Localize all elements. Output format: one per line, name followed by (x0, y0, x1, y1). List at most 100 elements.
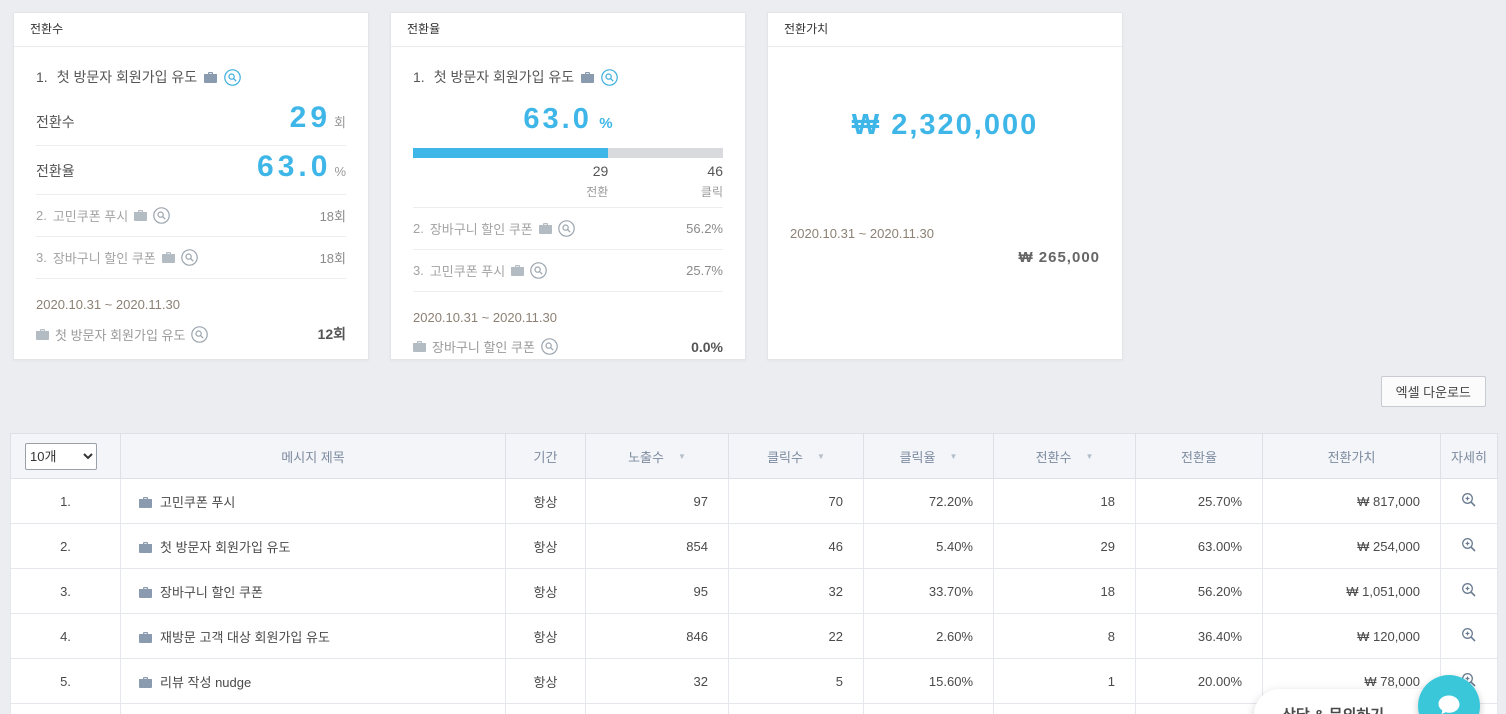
goal-label: 첫 방문자 회원가입 유도 (55, 327, 186, 343)
detail-cell (1440, 523, 1498, 569)
row-number: 4. (10, 613, 121, 659)
goal-label: 장바구니 할인 쿠폰 (429, 222, 533, 237)
clicks-cell: 32 (728, 568, 864, 614)
value-cell: ₩ 120,000 (1262, 613, 1441, 659)
cvr-cell: 20.00% (1135, 658, 1263, 704)
row-number: 2. (10, 523, 121, 569)
goal-label: 첫 방문자 회원가입 유도 (433, 69, 575, 85)
sort-down-icon[interactable]: ▼ (1085, 451, 1094, 461)
column-header-ctr[interactable]: 클릭율 ▼ (863, 433, 994, 479)
goal-value: 18회 (319, 209, 346, 224)
period-cell: 항상 (505, 658, 586, 704)
ctr-cell: 2.60% (863, 613, 994, 659)
magnifier-plus-icon (1462, 627, 1476, 642)
top-goal-row: 1. 첫 방문자 회원가입 유도 (36, 57, 346, 97)
detail-cell (1440, 478, 1498, 524)
column-header-clicks[interactable]: 클릭수 ▼ (728, 433, 864, 479)
magnifier-circle-icon[interactable] (541, 338, 558, 355)
conversions-cell: 8 (993, 613, 1136, 659)
date-range: 2020.10.31 ~ 2020.11.30 (413, 310, 557, 325)
table-row: 5. 리뷰 작성 nudge 항상 32 5 15.60% 1 20.00% ₩… (10, 658, 1498, 704)
page-size-cell: 10개 (10, 433, 121, 479)
goal-rank: 3. (413, 263, 424, 278)
conversions-cell: 1 (993, 658, 1136, 704)
message-title-cell: 고민쿠폰 푸시 (120, 478, 506, 524)
campaign-icon (204, 71, 218, 83)
message-title: 재방문 고객 대상 회원가입 유도 (160, 629, 330, 645)
column-header-value[interactable]: 전환가치 (1262, 433, 1441, 479)
conversions-cell: 29 (993, 523, 1136, 569)
period-cell: 항상 (505, 523, 586, 569)
value-cell: ₩ 817,000 (1262, 478, 1441, 524)
sort-down-icon[interactable]: ▼ (677, 451, 686, 461)
page-size-select[interactable]: 10개 (25, 442, 97, 470)
bar-click-stat: 46 클릭 (700, 163, 723, 199)
excel-download-button[interactable]: 엑셀 다운로드 (1380, 376, 1486, 407)
message-title-cell: 재방문 고객 대상 회원가입 유도 (120, 613, 506, 659)
magnifier-circle-icon[interactable] (557, 220, 575, 237)
rate-card-title: 전환율 (391, 13, 745, 47)
column-header-message-title[interactable]: 메시지 제목 (120, 433, 506, 479)
detail-cell (1440, 613, 1498, 659)
magnifier-circle-icon[interactable] (180, 249, 198, 266)
goal-value: 18회 (319, 251, 346, 266)
date-range: 2020.10.31 ~ 2020.11.30 (790, 226, 934, 241)
magnifier-circle-icon[interactable] (224, 68, 241, 86)
rate-metric-row: 전환율 63.0% (36, 146, 346, 195)
column-header-period[interactable]: 기간 (505, 433, 586, 479)
cvr-cell: 36.40% (1135, 613, 1263, 659)
impressions-cell: 95 (585, 568, 729, 614)
magnifier-circle-icon[interactable] (191, 325, 209, 343)
period-goal-row: 장바구니 할인 쿠폰 0.0% (413, 337, 723, 356)
period-cell: 항상 (505, 478, 586, 524)
value-cell: ₩ 254,000 (1262, 523, 1441, 569)
rate-big-value: 63.0 % (523, 103, 613, 135)
goal-rank: 3. (36, 250, 47, 265)
goal-value: 56.2% (686, 221, 723, 236)
detail-zoom-button[interactable] (1457, 488, 1481, 515)
chat-widget[interactable]: 상담 & 문의하기 (1254, 675, 1480, 714)
clicks-cell: 46 (728, 523, 864, 569)
detail-zoom-button[interactable] (1457, 623, 1481, 650)
table-row: 2. 첫 방문자 회원가입 유도 항상 854 46 5.40% 29 63.0… (10, 523, 1498, 569)
sort-down-icon[interactable]: ▼ (816, 451, 825, 461)
bar-conv-stat: 29 전환 (586, 163, 609, 199)
magnifier-circle-icon[interactable] (530, 262, 548, 279)
goal-rank-row: 2. 고민쿠폰 푸시 18회 (36, 195, 346, 237)
conversions-cell: 18 (993, 568, 1136, 614)
conversions-metric-row: 전환수 29 회 (36, 97, 346, 146)
message-stats-table: 10개 메시지 제목 기간 노출수 ▼ 클릭수 ▼ 클릭율 ▼ 전환수 ▼ 전환율 전환… (10, 433, 1498, 714)
sort-down-icon[interactable]: ▼ (949, 451, 958, 461)
cvr-cell: 25.70% (1135, 478, 1263, 524)
detail-zoom-button[interactable] (1457, 533, 1481, 560)
column-header-cvr[interactable]: 전환율 (1135, 433, 1263, 479)
magnifier-circle-icon[interactable] (601, 68, 618, 86)
value-card-title: 전환가치 (768, 13, 1122, 47)
campaign-icon (139, 676, 152, 688)
ctr-cell: 5.40% (863, 523, 994, 569)
goal-value: 25.7% (686, 263, 723, 278)
goal-rank: 2. (413, 221, 424, 236)
detail-zoom-button[interactable] (1457, 578, 1481, 605)
row-number: 5. (10, 658, 121, 704)
campaign-icon (538, 223, 552, 234)
row-number: 3. (10, 568, 121, 614)
clicks-cell: 5 (728, 658, 864, 704)
ctr-cell: 15.60% (863, 658, 994, 704)
impressions-cell: 846 (585, 613, 729, 659)
message-title-cell: 장바구니 할인 쿠폰 (120, 568, 506, 614)
goal-label: 고민쿠폰 푸시 (429, 264, 506, 279)
chat-button[interactable] (1418, 675, 1480, 714)
magnifier-circle-icon[interactable] (153, 207, 171, 224)
cvr-cell: 63.00% (1135, 523, 1263, 569)
column-header-conversions[interactable]: 전환수 ▼ (993, 433, 1136, 479)
campaign-icon (511, 265, 525, 276)
column-header-impressions[interactable]: 노출수 ▼ (585, 433, 729, 479)
ctr-cell: 33.70% (863, 568, 994, 614)
message-title: 리뷰 작성 nudge (160, 674, 252, 690)
goal-label: 첫 방문자 회원가입 유도 (56, 69, 198, 85)
conversion-progress-bar (413, 148, 723, 158)
campaign-icon (139, 541, 152, 553)
cvr-cell: 56.20% (1135, 568, 1263, 614)
goal-rank: 2. (36, 208, 47, 223)
